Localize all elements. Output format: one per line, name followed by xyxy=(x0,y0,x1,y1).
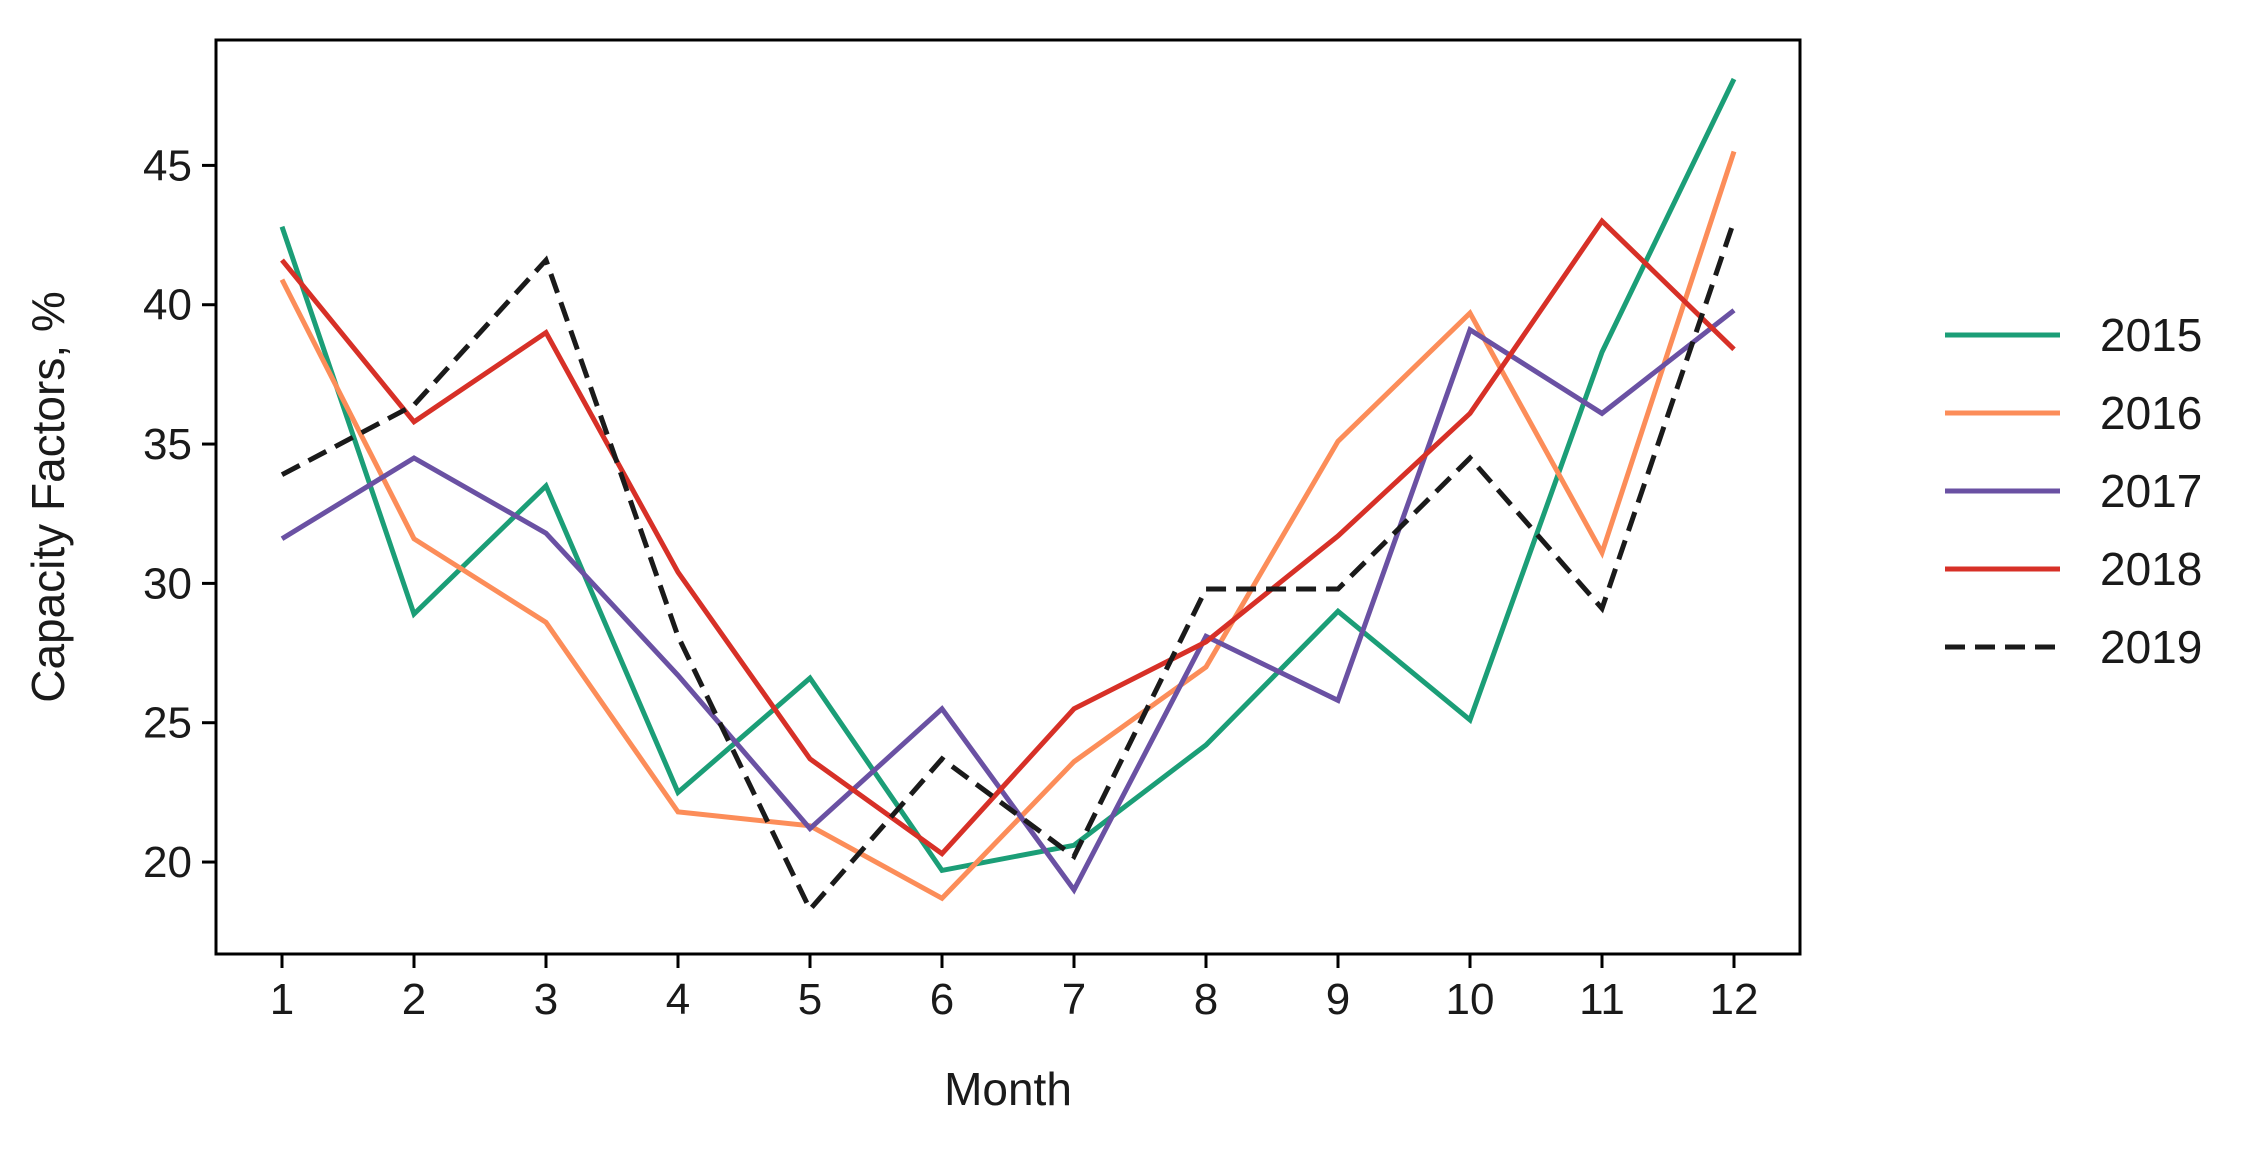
y-axis: 20 25 30 35 40 45 xyxy=(143,141,216,887)
x-tick-label: 8 xyxy=(1194,975,1218,1024)
legend-label-2015: 2015 xyxy=(2100,309,2202,361)
series-line-2018 xyxy=(280,217,1736,858)
y-tick-label: 35 xyxy=(143,420,192,469)
x-tick-label: 3 xyxy=(534,975,558,1024)
x-tick-label: 4 xyxy=(666,975,690,1024)
series-line-2016 xyxy=(279,150,1737,902)
legend: 2015 2016 2017 2018 2019 xyxy=(1945,309,2202,673)
x-tick-label: 12 xyxy=(1710,975,1759,1024)
y-tick-label: 20 xyxy=(143,838,192,887)
plot-frame xyxy=(214,38,1802,956)
x-tick-label: 9 xyxy=(1326,975,1350,1024)
series-line-2019 xyxy=(280,220,1737,914)
y-axis-label: Capacity Factors, % xyxy=(22,291,74,703)
legend-label-2018: 2018 xyxy=(2100,543,2202,595)
series-layer xyxy=(279,77,1737,914)
series-line-2017 xyxy=(280,308,1736,895)
x-tick-label: 1 xyxy=(270,975,294,1024)
x-tick-label: 7 xyxy=(1062,975,1086,1024)
legend-label-2016: 2016 xyxy=(2100,387,2202,439)
legend-label-2019: 2019 xyxy=(2100,621,2202,673)
x-tick-label: 6 xyxy=(930,975,954,1024)
x-axis-label: Month xyxy=(944,1063,1072,1115)
y-tick-label: 30 xyxy=(143,559,192,608)
y-tick-label: 45 xyxy=(143,141,192,190)
x-tick-label: 2 xyxy=(402,975,426,1024)
y-tick-label: 40 xyxy=(143,281,192,330)
x-tick-label: 5 xyxy=(798,975,822,1024)
legend-label-2017: 2017 xyxy=(2100,465,2202,517)
series-line-2015 xyxy=(279,77,1737,874)
x-tick-label: 10 xyxy=(1446,975,1495,1024)
y-tick-label: 25 xyxy=(143,699,192,748)
x-axis: 1 2 3 4 5 6 7 8 9 10 11 12 xyxy=(270,954,1759,1024)
x-tick-label: 11 xyxy=(1579,975,1625,1024)
